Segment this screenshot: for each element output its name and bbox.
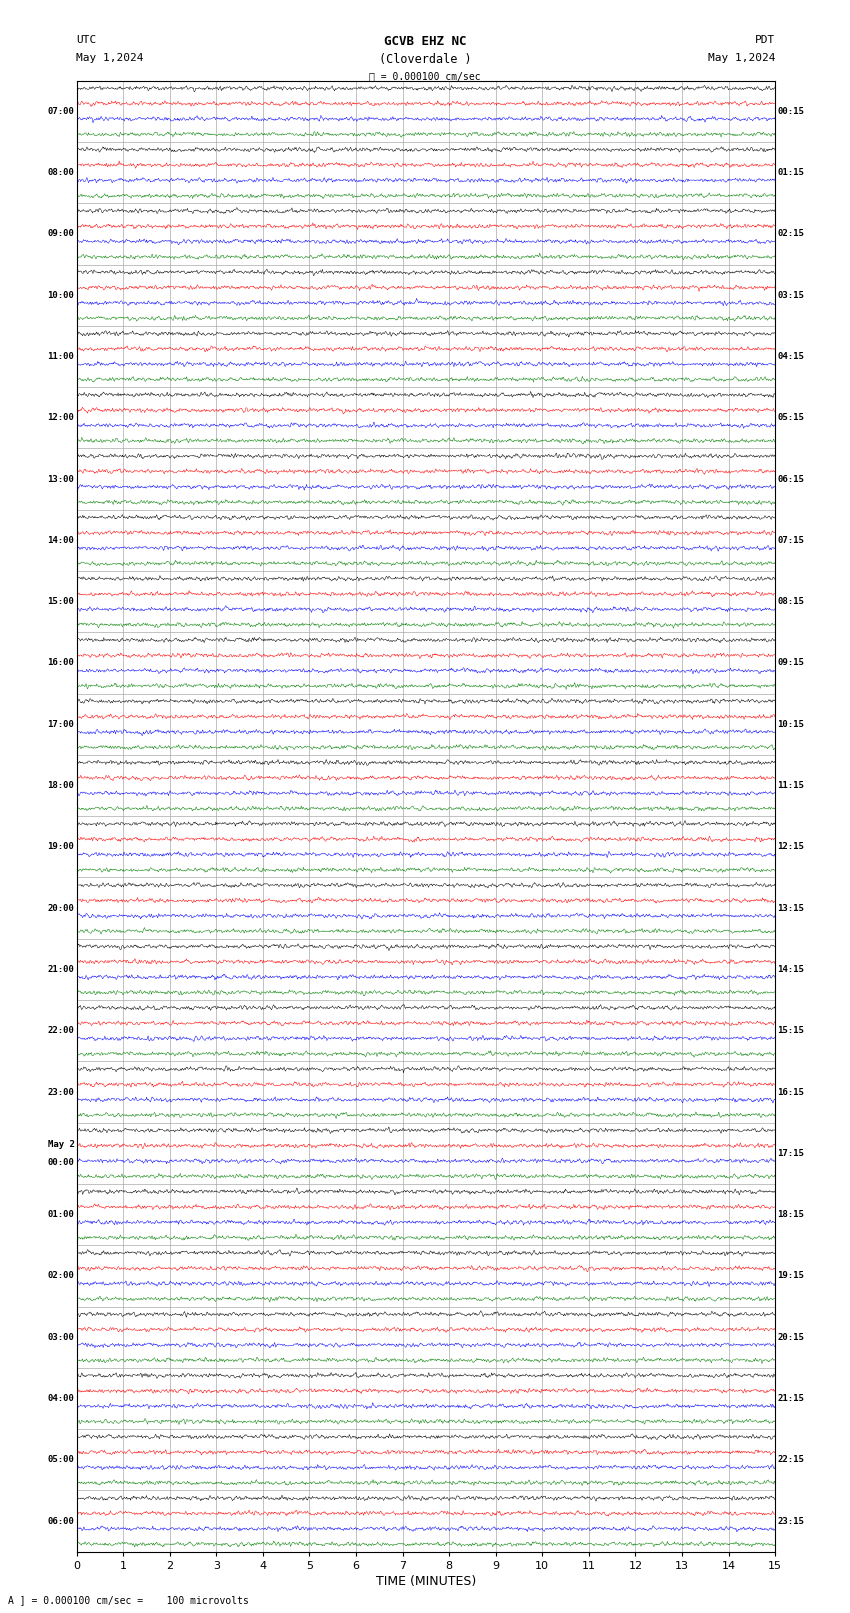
Text: 17:15: 17:15 <box>777 1148 804 1158</box>
Text: 03:00: 03:00 <box>48 1332 75 1342</box>
Text: 20:00: 20:00 <box>48 903 75 913</box>
Text: 12:00: 12:00 <box>48 413 75 423</box>
Text: 15:00: 15:00 <box>48 597 75 606</box>
Text: 21:00: 21:00 <box>48 965 75 974</box>
Text: UTC: UTC <box>76 35 97 45</box>
Text: 10:00: 10:00 <box>48 290 75 300</box>
Text: 07:15: 07:15 <box>777 536 804 545</box>
Text: 16:15: 16:15 <box>777 1087 804 1097</box>
Text: 01:00: 01:00 <box>48 1210 75 1219</box>
Text: 16:00: 16:00 <box>48 658 75 668</box>
Text: (Cloverdale ): (Cloverdale ) <box>379 53 471 66</box>
Text: 14:15: 14:15 <box>777 965 804 974</box>
Text: 22:15: 22:15 <box>777 1455 804 1465</box>
X-axis label: TIME (MINUTES): TIME (MINUTES) <box>376 1574 476 1587</box>
Text: 15:15: 15:15 <box>777 1026 804 1036</box>
Text: May 1,2024: May 1,2024 <box>708 53 775 63</box>
Text: May 2: May 2 <box>48 1140 75 1148</box>
Text: 20:15: 20:15 <box>777 1332 804 1342</box>
Text: 06:00: 06:00 <box>48 1516 75 1526</box>
Text: 11:00: 11:00 <box>48 352 75 361</box>
Text: 00:00: 00:00 <box>48 1158 75 1166</box>
Text: 02:00: 02:00 <box>48 1271 75 1281</box>
Text: 02:15: 02:15 <box>777 229 804 239</box>
Text: 12:15: 12:15 <box>777 842 804 852</box>
Text: 19:00: 19:00 <box>48 842 75 852</box>
Text: May 1,2024: May 1,2024 <box>76 53 144 63</box>
Text: 23:00: 23:00 <box>48 1087 75 1097</box>
Text: 13:15: 13:15 <box>777 903 804 913</box>
Text: 05:00: 05:00 <box>48 1455 75 1465</box>
Text: 00:15: 00:15 <box>777 106 804 116</box>
Text: 08:00: 08:00 <box>48 168 75 177</box>
Text: 19:15: 19:15 <box>777 1271 804 1281</box>
Text: 23:15: 23:15 <box>777 1516 804 1526</box>
Text: 22:00: 22:00 <box>48 1026 75 1036</box>
Text: 08:15: 08:15 <box>777 597 804 606</box>
Text: 04:15: 04:15 <box>777 352 804 361</box>
Text: 11:15: 11:15 <box>777 781 804 790</box>
Text: ⎹ = 0.000100 cm/sec: ⎹ = 0.000100 cm/sec <box>369 71 481 81</box>
Text: 10:15: 10:15 <box>777 719 804 729</box>
Text: 03:15: 03:15 <box>777 290 804 300</box>
Text: 14:00: 14:00 <box>48 536 75 545</box>
Text: 07:00: 07:00 <box>48 106 75 116</box>
Text: 05:15: 05:15 <box>777 413 804 423</box>
Text: 21:15: 21:15 <box>777 1394 804 1403</box>
Text: 13:00: 13:00 <box>48 474 75 484</box>
Text: 06:15: 06:15 <box>777 474 804 484</box>
Text: 18:00: 18:00 <box>48 781 75 790</box>
Text: 09:15: 09:15 <box>777 658 804 668</box>
Text: PDT: PDT <box>755 35 775 45</box>
Text: 18:15: 18:15 <box>777 1210 804 1219</box>
Text: 04:00: 04:00 <box>48 1394 75 1403</box>
Text: GCVB EHZ NC: GCVB EHZ NC <box>383 35 467 48</box>
Text: 09:00: 09:00 <box>48 229 75 239</box>
Text: 01:15: 01:15 <box>777 168 804 177</box>
Text: 17:00: 17:00 <box>48 719 75 729</box>
Text: A ] = 0.000100 cm/sec =    100 microvolts: A ] = 0.000100 cm/sec = 100 microvolts <box>8 1595 249 1605</box>
